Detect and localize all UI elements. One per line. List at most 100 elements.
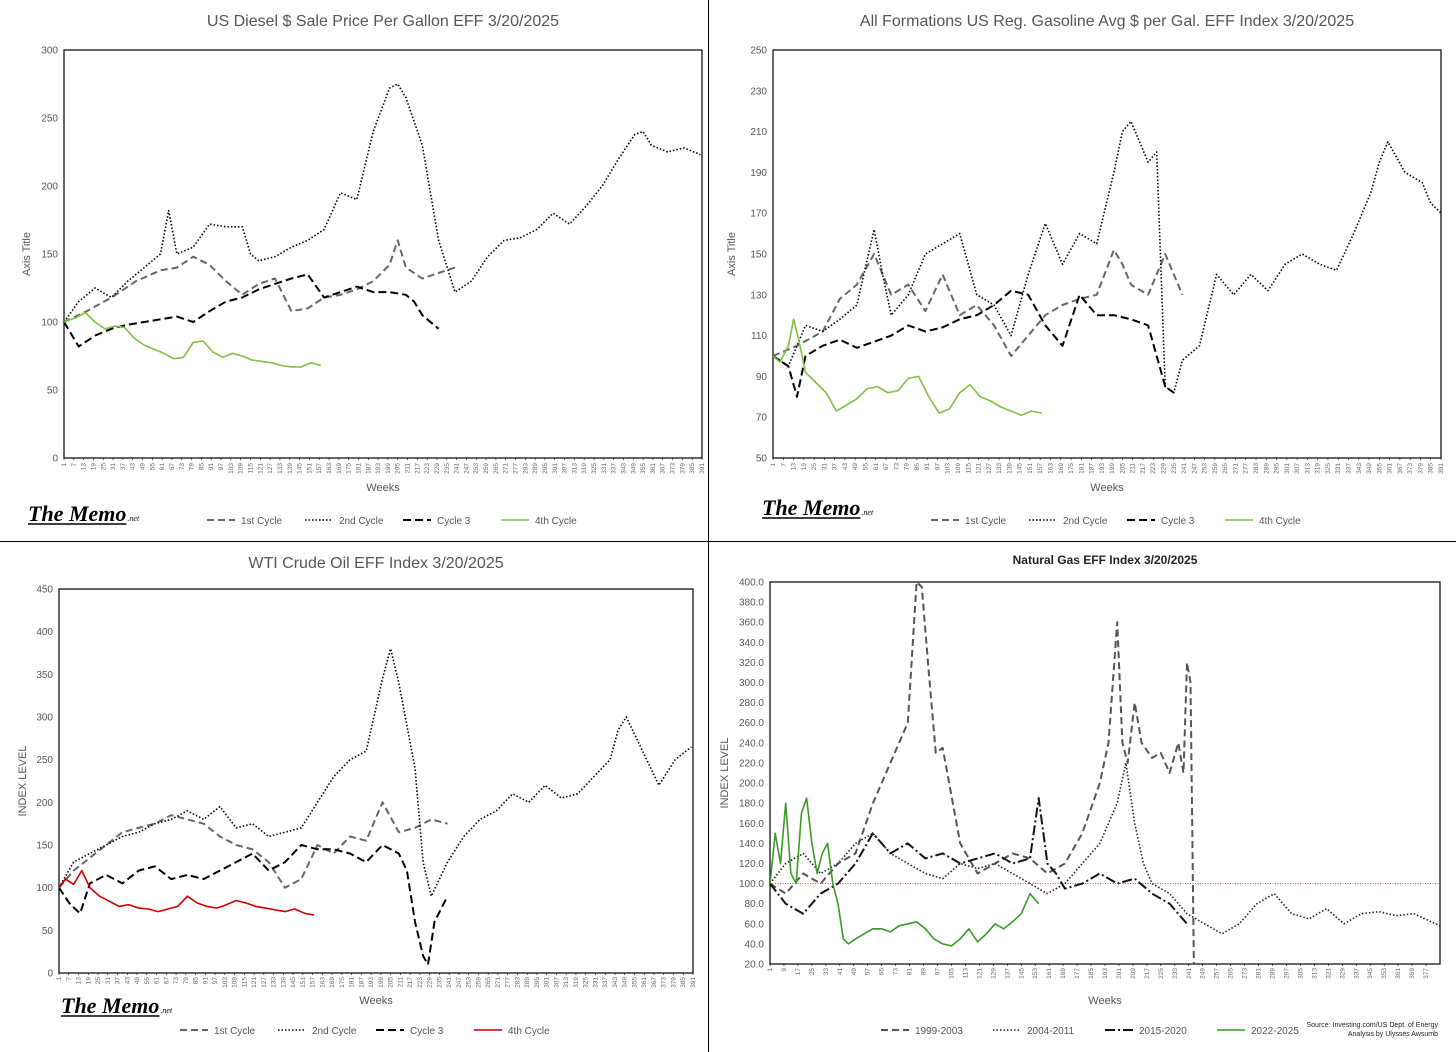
x-tick-label: 321: [1325, 968, 1332, 979]
x-tick-label: 271: [503, 463, 510, 474]
x-tick-label: 61: [873, 463, 880, 471]
y-tick-label: 90: [756, 372, 768, 383]
x-tick-label: 19: [90, 463, 97, 471]
x-tick-label: 283: [1253, 463, 1260, 474]
x-tick-label: 367: [1397, 463, 1404, 474]
diesel-chart: US Diesel $ Sale Price Per Gallon EFF 3/…: [21, 13, 706, 527]
x-tick-label: 307: [1294, 463, 1301, 474]
x-tick-label: 49: [851, 968, 858, 976]
x-tick-label: 271: [1232, 463, 1239, 474]
x-tick-label: 13: [791, 463, 798, 471]
x-tick-label: 67: [883, 463, 890, 471]
x-tick-label: 25: [100, 463, 107, 471]
y-tick-label: 20.0: [745, 960, 765, 971]
x-tick-label: 145: [1017, 463, 1024, 474]
plot-frame: [63, 49, 703, 459]
x-tick-label: 217: [414, 463, 421, 474]
x-tick-label: 345: [1367, 968, 1374, 979]
x-tick-label: 247: [463, 463, 470, 474]
legend-label: Cycle 3: [437, 516, 471, 527]
x-tick-label: 7: [780, 463, 787, 467]
x-tick-label: 145: [297, 463, 304, 474]
legend-label: 2022-2025: [1251, 1026, 1299, 1037]
x-tick-label: 301: [544, 977, 551, 988]
series-line-cycle-3: [64, 273, 440, 348]
x-tick-label: 337: [611, 463, 618, 474]
y-tick-label: 200: [41, 182, 58, 193]
x-tick-label: 25: [809, 968, 816, 976]
x-tick-label: 73: [173, 977, 180, 985]
x-tick-label: 139: [1006, 463, 1013, 474]
x-tick-label: 157: [316, 463, 323, 474]
x-tick-label: 49: [140, 463, 147, 471]
x-tick-label: 259: [1212, 463, 1219, 474]
x-tick-label: 145: [290, 977, 297, 988]
y-tick-label: 210: [750, 127, 767, 138]
x-tick-label: 289: [524, 977, 531, 988]
x-tick-label: 349: [1366, 463, 1373, 474]
legend-label: 1st Cycle: [214, 1026, 256, 1037]
legend-label: 1999-2003: [915, 1026, 963, 1037]
x-tick-label: 253: [466, 977, 473, 988]
x-tick-label: 79: [904, 463, 911, 471]
memo-suffix: .net: [861, 508, 874, 517]
x-tick-label: 103: [228, 463, 235, 474]
x-tick-label: 121: [976, 463, 983, 474]
x-tick-label: 257: [1214, 968, 1221, 979]
x-tick-label: 113: [962, 968, 969, 979]
x-tick-label: 199: [378, 977, 385, 988]
plot-frame: [769, 581, 1441, 965]
x-tick-label: 127: [986, 463, 993, 474]
x-tick-label: 115: [241, 977, 248, 988]
x-tick-label: 151: [300, 977, 307, 988]
x-tick-label: 1: [767, 968, 774, 972]
legend-label: 2004-2011: [1027, 1026, 1075, 1037]
x-tick-label: 43: [124, 977, 131, 985]
series-line-2022-2025: [770, 797, 1040, 947]
x-tick-label: 283: [522, 463, 529, 474]
y-tick-label: 280.0: [739, 698, 764, 709]
x-tick-label: 343: [612, 977, 619, 988]
x-tick-label: 313: [563, 977, 570, 988]
x-tick-label: 225: [1158, 968, 1165, 979]
series-line-2nd-cycle: [59, 647, 692, 898]
x-tick-label: 89: [921, 968, 928, 976]
series-line-2nd-cycle: [64, 83, 701, 323]
x-tick-label: 301: [1284, 463, 1291, 474]
y-tick-label: 400: [36, 627, 53, 638]
x-tick-label: 241: [1181, 463, 1188, 474]
x-tick-label: 313: [571, 463, 578, 474]
legend-label: 2nd Cycle: [312, 1026, 357, 1037]
series-line-4th-cycle: [59, 869, 315, 916]
x-tick-label: 297: [1283, 968, 1290, 979]
x-tick-label: 373: [670, 463, 677, 474]
x-tick-label: 205: [388, 977, 395, 988]
x-tick-label: 223: [424, 463, 431, 474]
x-tick-label: 211: [405, 463, 412, 474]
natural-gas-chart: Natural Gas EFF Index 3/20/2025 20.0 40.0 6…: [719, 553, 1441, 1038]
y-tick-label: 230: [750, 86, 767, 97]
x-tick-label: 103: [222, 977, 229, 988]
x-tick-label: 55: [862, 463, 869, 471]
x-tick-label: 313: [1311, 968, 1318, 979]
x-tick-label: 97: [212, 977, 219, 985]
legend-label: 1st Cycle: [241, 516, 283, 527]
legend-label: Cycle 3: [410, 1026, 444, 1037]
y-tick-label: 320.0: [739, 658, 764, 669]
x-tick-label: 105: [948, 968, 955, 979]
x-tick-label: 43: [130, 463, 137, 471]
legend-label: 2nd Cycle: [1063, 516, 1108, 527]
x-tick-label: 295: [534, 977, 541, 988]
legend-label: 4th Cycle: [535, 516, 577, 527]
x-tick-label: 31: [110, 463, 117, 471]
x-tick-label: 175: [346, 463, 353, 474]
x-tick-label: 85: [914, 463, 921, 471]
x-tick-label: 91: [924, 463, 931, 471]
x-tick-label: 79: [183, 977, 190, 985]
x-tick-label: 133: [996, 463, 1003, 474]
x-tick-label: 115: [247, 463, 254, 474]
y-tick-label: 120.0: [739, 859, 764, 870]
x-tick-label: 157: [1037, 463, 1044, 474]
series-line-cycle-3: [773, 289, 1175, 398]
legend-label: 2015-2020: [1139, 1026, 1187, 1037]
